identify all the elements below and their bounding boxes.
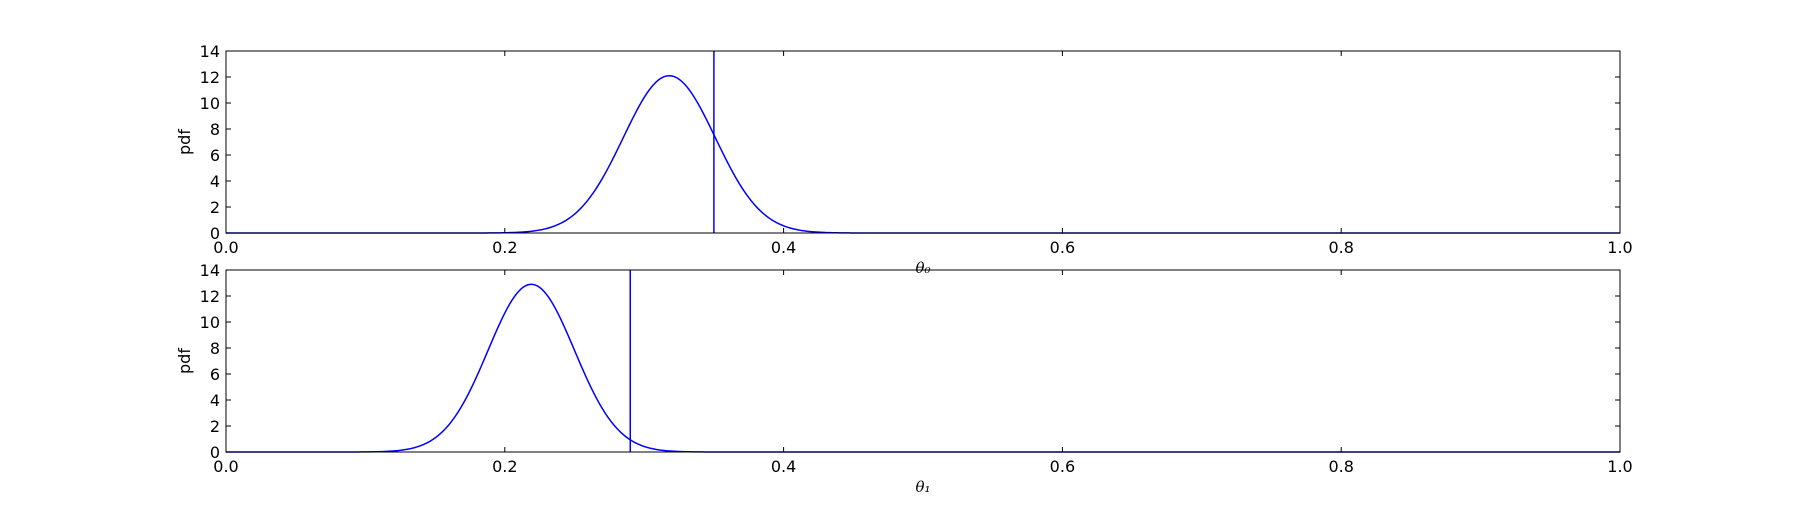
axes-frame <box>225 269 1621 453</box>
x-tick-label: 0.0 <box>213 238 238 257</box>
y-tick-label: 0 <box>210 224 220 243</box>
y-tick-label: 12 <box>200 68 220 87</box>
x-axis-label: θ₁ <box>915 478 930 496</box>
y-tick-label: 8 <box>210 339 220 358</box>
pdf-curve <box>226 74 1620 234</box>
x-tick-label: 0.6 <box>1050 238 1075 257</box>
x-tick-label: 0.4 <box>771 457 796 476</box>
x-tick-label: 0.2 <box>492 457 517 476</box>
x-tick-label: 0.2 <box>492 238 517 257</box>
y-tick-label: 12 <box>200 287 220 306</box>
x-tick-label: 1.0 <box>1607 457 1632 476</box>
y-tick-label: 6 <box>210 365 220 384</box>
y-tick-label: 8 <box>210 120 220 139</box>
y-axis-label: pdf <box>175 348 194 374</box>
y-tick-label: 10 <box>200 313 220 332</box>
x-tick-label: 0.0 <box>213 457 238 476</box>
y-tick-label: 10 <box>200 94 220 113</box>
x-tick-label: 1.0 <box>1607 238 1632 257</box>
x-tick-label: 0.8 <box>1328 457 1353 476</box>
y-tick-label: 14 <box>200 261 220 280</box>
x-tick-label: 0.4 <box>771 238 796 257</box>
y-tick-label: 2 <box>210 198 220 217</box>
pdf-curve <box>226 283 1620 453</box>
y-axis-label: pdf <box>175 129 194 155</box>
y-tick-label: 6 <box>210 146 220 165</box>
x-axis-label: θ₀ <box>915 259 930 277</box>
subplot-0: 0.0 0.2 0.4 0.6 0.8 1.0 0 2 4 6 8 10 12 14 pdf θ₀ <box>175 42 1633 277</box>
y-tick-label: 4 <box>210 391 220 410</box>
y-tick-label: 2 <box>210 417 220 436</box>
axes-frame <box>225 50 1621 234</box>
y-tick-label: 0 <box>210 443 220 462</box>
x-tick-label: 0.8 <box>1328 238 1353 257</box>
subplot-1: 0.0 0.2 0.4 0.6 0.8 1.0 0 2 4 6 8 10 12 14 pdf θ₁ <box>175 261 1633 496</box>
y-tick-label: 14 <box>200 42 220 61</box>
x-tick-label: 0.6 <box>1050 457 1075 476</box>
y-tick-label: 4 <box>210 172 220 191</box>
